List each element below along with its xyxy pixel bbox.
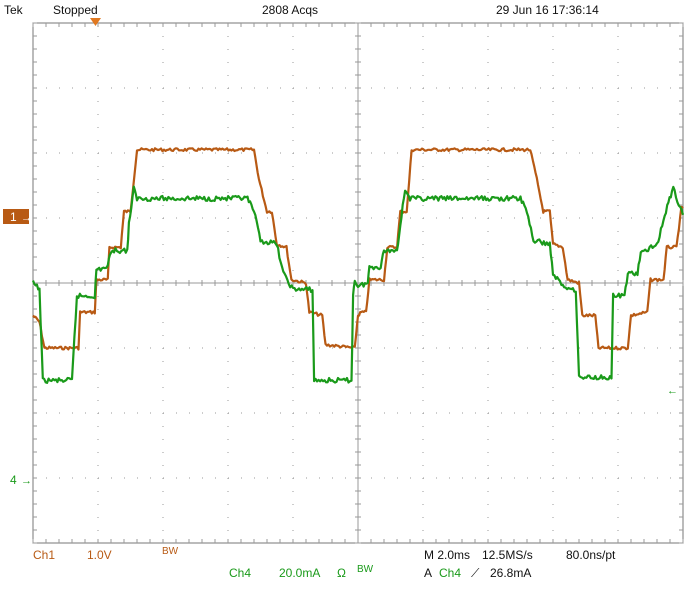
ch4-scale: 20.0mA [279, 566, 321, 580]
acquisition-state: Stopped [53, 3, 98, 17]
trigger-mode: A [424, 566, 433, 580]
ch1-ground-marker: 1 → [3, 209, 32, 224]
ch1-marker-label: 1 [10, 210, 17, 224]
ch4-label: Ch4 [229, 566, 252, 580]
ch4-ground-marker: 4 → [10, 473, 32, 487]
timebase: M 2.0ms [424, 548, 471, 562]
acquisition-count: 2808 Acqs [262, 3, 319, 17]
svg-text:→: → [21, 212, 32, 224]
ch1-bandwidth-limit: BW [162, 546, 179, 557]
ch1-waveform [32, 147, 684, 351]
record-resolution: 80.0ns/pt [566, 548, 616, 562]
date-time: 29 Jun 16 17:36:14 [496, 3, 599, 17]
ch1-scale: 1.0V [87, 548, 112, 562]
ch1-label: Ch1 [33, 548, 56, 562]
graticule [32, 22, 684, 544]
trigger-slope: ⟋ [471, 566, 480, 580]
trigger-level: 26.8mA [490, 566, 532, 580]
ch4-termination: Ω [337, 566, 346, 580]
svg-text:→: → [21, 475, 32, 487]
trigger-position-marker [90, 18, 101, 26]
ch4-waveform [31, 185, 685, 384]
brand-label: Tek [4, 3, 23, 17]
trigger-level-arrow: ← [667, 385, 678, 397]
ch4-marker-label: 4 [10, 473, 17, 487]
waveform-traces [31, 147, 685, 384]
ch4-bandwidth-limit: BW [357, 564, 374, 575]
sample-rate: 12.5MS/s [482, 548, 533, 562]
trigger-source: Ch4 [439, 566, 462, 580]
